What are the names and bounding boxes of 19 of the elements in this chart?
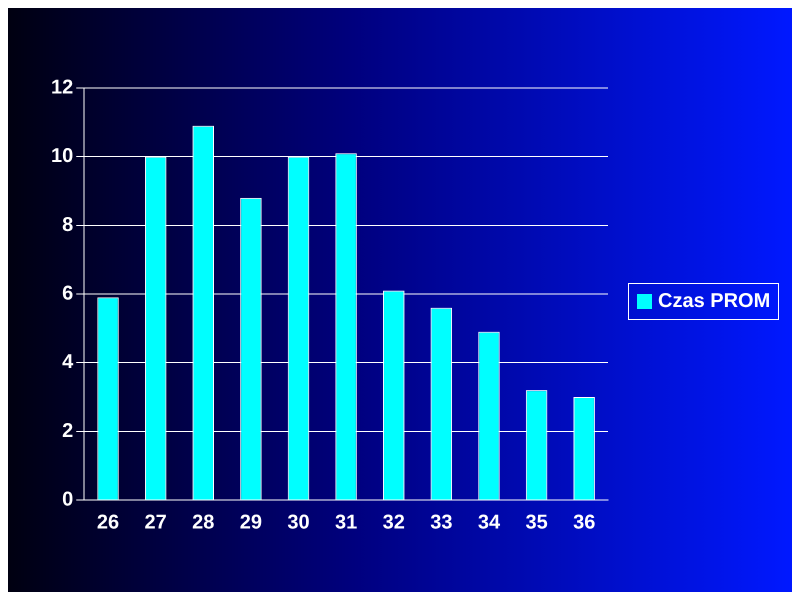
x-tick-label: 29 [240, 512, 262, 534]
y-tick-label: 8 [62, 214, 74, 236]
y-tick-label: 12 [50, 76, 74, 99]
y-tick-label: 4 [62, 351, 74, 374]
x-tick-label: 36 [573, 512, 596, 534]
x-tick-label: 33 [430, 512, 452, 534]
y-tick-label: 2 [62, 420, 74, 442]
x-tick-label: 35 [525, 512, 548, 534]
x-tick-label: 28 [192, 512, 214, 534]
x-tick-label: 26 [96, 512, 120, 534]
legend-label: Czas PROM [658, 290, 770, 313]
y-tick-label: 10 [50, 145, 74, 168]
x-tick-label: 31 [335, 512, 358, 534]
x-tick-label: 32 [382, 512, 405, 534]
y-tick-label: 6 [62, 282, 74, 305]
x-tick-label: 27 [144, 512, 167, 534]
x-tick-label: 30 [287, 512, 310, 534]
y-tick-label: 0 [62, 488, 74, 511]
x-tick-label: 34 [478, 512, 501, 534]
